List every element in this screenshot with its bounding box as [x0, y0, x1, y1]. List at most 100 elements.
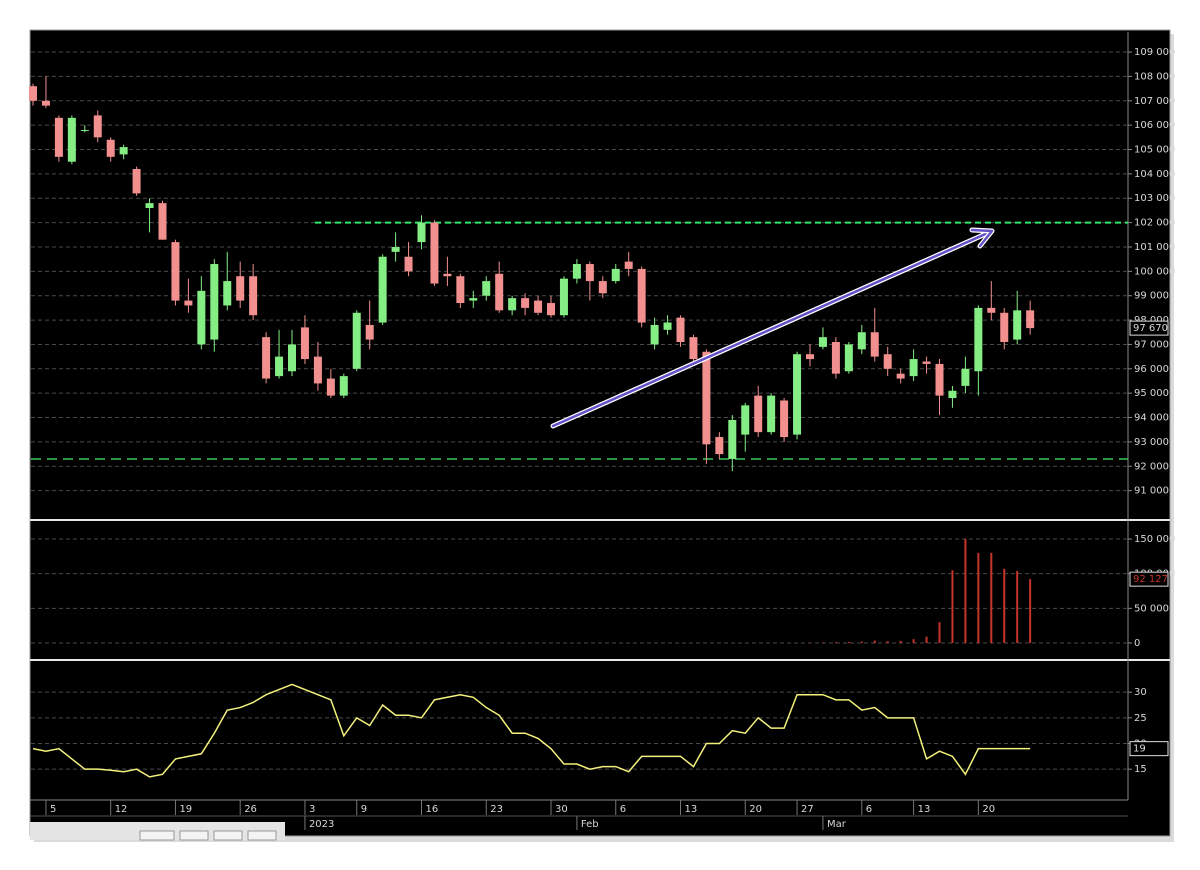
- toolbar-button[interactable]: [213, 830, 243, 841]
- x-tick-label: 13: [685, 804, 698, 815]
- plot-layer: 91 000 92 000 93 000 94 000 95 000 96 000 97 0…: [29, 47, 1175, 830]
- y-tick-label: 102 000: [1134, 218, 1175, 229]
- y-tick-label: 100 000: [1134, 266, 1175, 277]
- volume-bar: [938, 622, 941, 644]
- volume-bar: [990, 552, 993, 644]
- last-value-box: [1129, 571, 1169, 587]
- candle-body: [456, 276, 465, 304]
- y-tick-label: 50 000: [1134, 603, 1169, 614]
- volume-bar: [834, 642, 837, 644]
- candle-body: [365, 324, 374, 340]
- x-tick-label: 19: [179, 804, 192, 815]
- candle-body: [41, 100, 50, 106]
- candle-body: [689, 337, 698, 360]
- volume-bar: [912, 639, 915, 644]
- volume-bar: [899, 640, 902, 644]
- candle-body: [754, 395, 763, 433]
- y-tick-label: 15: [1134, 764, 1147, 775]
- candle-body: [378, 256, 387, 323]
- y-tick-label: 96 000: [1134, 364, 1169, 375]
- candle-body: [547, 303, 555, 316]
- candle-body: [857, 332, 866, 350]
- candle-body: [443, 273, 452, 277]
- toolbar-button[interactable]: [139, 830, 175, 841]
- y-tick-label: 106 000: [1134, 120, 1175, 131]
- candle-body: [1026, 310, 1035, 329]
- candle-body: [559, 278, 568, 316]
- volume-bar: [860, 641, 863, 644]
- trend-arrow-head: [970, 228, 994, 248]
- candle-body: [987, 307, 996, 313]
- toolbar-button[interactable]: [179, 830, 209, 841]
- candle-body: [145, 203, 154, 208]
- candle-body: [663, 322, 672, 330]
- y-tick-label: 30: [1134, 687, 1147, 698]
- volume-bar: [977, 552, 980, 644]
- y-tick-label: 93 000: [1134, 437, 1169, 448]
- y-tick-label: 99 000: [1134, 291, 1169, 302]
- candle-body: [818, 337, 827, 347]
- trend-arrow: [551, 230, 992, 428]
- candle-body: [352, 312, 361, 369]
- candle-body: [326, 378, 335, 396]
- candle-body: [780, 400, 789, 438]
- candle-body: [935, 363, 944, 396]
- x-tick-label: 12: [115, 804, 128, 815]
- chart-frame: [29, 29, 1171, 837]
- y-tick-label: 98 000: [1134, 315, 1169, 326]
- candle-body: [106, 139, 115, 157]
- candle-body: [29, 86, 37, 101]
- candle-body: [223, 281, 232, 306]
- x-tick-label: 13: [918, 804, 931, 815]
- last-value-label: 97 670: [1133, 323, 1168, 334]
- indicator-line: [32, 683, 1031, 778]
- candle-body: [404, 256, 413, 272]
- candle-body: [728, 419, 737, 459]
- candle-body: [831, 342, 840, 374]
- candle-body: [210, 264, 219, 340]
- volume-bar: [1016, 570, 1019, 644]
- last-value-box: [1129, 320, 1169, 336]
- last-value-label: 19: [1133, 744, 1146, 755]
- candle-body: [844, 344, 853, 372]
- candle-body: [585, 264, 594, 282]
- period-label: Mar: [827, 819, 847, 830]
- candle-body: [262, 337, 271, 379]
- x-tick-label: 26: [244, 804, 257, 815]
- x-tick-label: 16: [426, 804, 439, 815]
- candle-body: [715, 437, 724, 455]
- y-tick-label: 101 000: [1134, 242, 1175, 253]
- volume-bar: [1003, 568, 1006, 644]
- y-tick-label: 109 000: [1134, 47, 1175, 58]
- y-tick-label: 108 000: [1134, 71, 1175, 82]
- y-tick-label: 105 000: [1134, 145, 1175, 156]
- period-label: 2023: [309, 819, 334, 830]
- y-tick-label: 95 000: [1134, 388, 1169, 399]
- candle-body: [300, 327, 309, 360]
- candle-body: [611, 268, 620, 282]
- candle-body: [430, 222, 439, 284]
- y-tick-label: 150 000: [1134, 534, 1175, 545]
- candle-body: [67, 117, 76, 162]
- x-tick-label: 20: [749, 804, 762, 815]
- x-tick-label: 23: [490, 804, 503, 815]
- candle-body: [883, 354, 892, 369]
- candle-body: [417, 222, 426, 243]
- candle-body: [806, 354, 814, 360]
- candle-body: [184, 300, 193, 306]
- candle-body: [702, 351, 711, 445]
- candle-body: [158, 203, 167, 240]
- candle-body: [870, 332, 879, 357]
- candle-body: [197, 290, 206, 345]
- x-tick-label: 20: [982, 804, 995, 815]
- volume-bar: [873, 640, 876, 644]
- volume-bar: [951, 570, 954, 644]
- volume-bar: [847, 641, 850, 644]
- candle-body: [909, 359, 918, 377]
- x-tick-label: 5: [50, 804, 56, 815]
- candle-body: [1013, 310, 1022, 340]
- toolbar-button[interactable]: [247, 830, 277, 841]
- last-value-box: [1129, 741, 1169, 757]
